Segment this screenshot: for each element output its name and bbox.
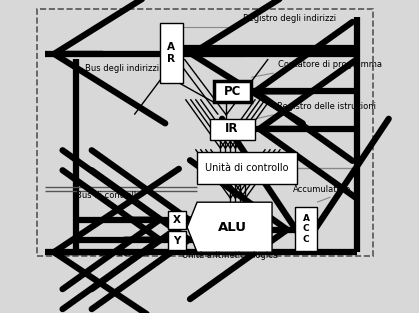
Text: Registro degli indirizzi: Registro degli indirizzi [243,13,336,23]
Text: A
C
C: A C C [303,214,310,244]
FancyBboxPatch shape [214,81,251,102]
FancyBboxPatch shape [295,207,317,250]
Text: Y: Y [173,235,181,245]
FancyBboxPatch shape [160,23,183,83]
Text: Contatore di programma: Contatore di programma [278,60,382,69]
FancyBboxPatch shape [197,152,297,184]
Text: ALU: ALU [218,221,247,234]
Text: X: X [173,215,181,225]
Polygon shape [187,202,272,252]
Text: A
R: A R [167,42,175,64]
Text: Bus di controllo: Bus di controllo [76,191,142,200]
FancyBboxPatch shape [168,211,186,229]
Text: IR: IR [225,122,239,136]
FancyBboxPatch shape [210,119,256,140]
Text: Unità aritmetico-logica: Unità aritmetico-logica [182,251,278,260]
Text: Bus dei dati: Bus dei dati [99,249,149,258]
Text: Bus degli indirizzi: Bus degli indirizzi [85,64,159,73]
Text: Registro delle istruzioni: Registro delle istruzioni [277,102,376,111]
FancyBboxPatch shape [168,231,186,250]
Text: PC: PC [223,85,241,98]
Text: Accumulatore: Accumulatore [293,185,351,194]
Text: Unità di controllo: Unità di controllo [205,163,289,173]
